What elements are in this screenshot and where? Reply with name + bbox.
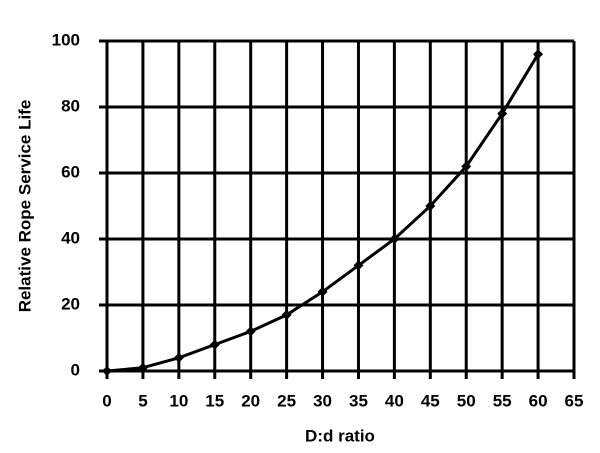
marker bbox=[137, 362, 148, 373]
y-axis-label: Relative Rope Service Life bbox=[15, 100, 34, 313]
x-tick-label: 45 bbox=[421, 391, 440, 410]
x-axis-label: D:d ratio bbox=[305, 426, 375, 445]
marker bbox=[281, 309, 292, 320]
marker bbox=[461, 161, 472, 172]
x-tick-label: 40 bbox=[385, 391, 404, 410]
marker bbox=[497, 108, 508, 119]
x-tick-label: 25 bbox=[277, 391, 296, 410]
x-tick-label: 35 bbox=[349, 391, 368, 410]
x-tick-label: 5 bbox=[138, 391, 147, 410]
x-tick-label: 10 bbox=[169, 391, 188, 410]
y-tick-label: 100 bbox=[52, 30, 80, 49]
x-tick-label: 15 bbox=[205, 391, 224, 410]
marker bbox=[102, 366, 112, 376]
x-tick-label: 50 bbox=[457, 391, 476, 410]
y-tick-label: 40 bbox=[61, 228, 80, 247]
marker bbox=[353, 260, 364, 271]
x-tick-label: 55 bbox=[493, 391, 512, 410]
x-tick-label: 60 bbox=[529, 391, 548, 410]
x-tick-label: 0 bbox=[102, 391, 111, 410]
y-tick-label: 20 bbox=[61, 294, 80, 313]
y-tick-label: 80 bbox=[61, 96, 80, 115]
x-tick-label: 20 bbox=[241, 391, 260, 410]
marker bbox=[533, 49, 544, 60]
marker bbox=[389, 234, 400, 244]
marker bbox=[317, 286, 328, 297]
x-tick-label: 65 bbox=[565, 391, 584, 410]
marker bbox=[173, 352, 184, 363]
y-tick-label: 0 bbox=[71, 360, 80, 379]
marker bbox=[425, 201, 436, 211]
marker bbox=[209, 339, 220, 350]
x-tick-label: 30 bbox=[313, 391, 332, 410]
y-tick-label: 60 bbox=[61, 162, 80, 181]
marker bbox=[245, 326, 256, 337]
